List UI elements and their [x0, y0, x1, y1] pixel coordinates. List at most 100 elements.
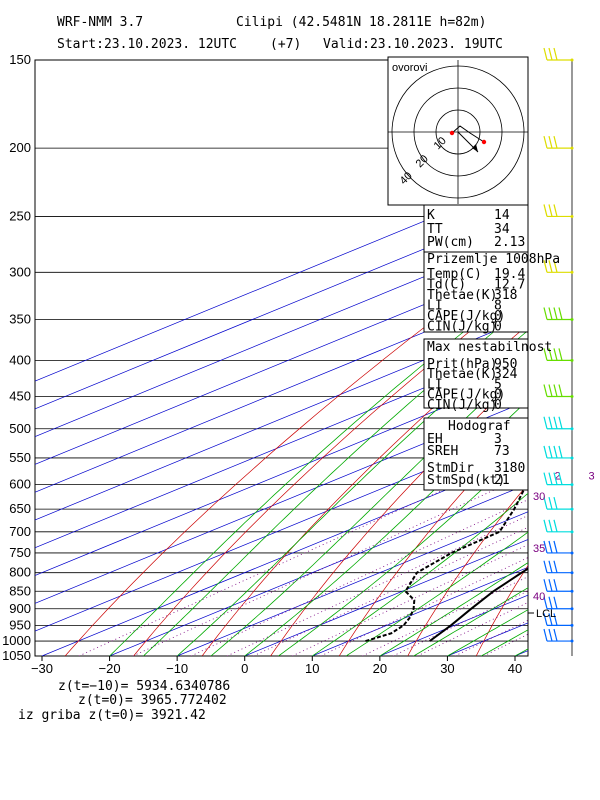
isotherm-50	[583, 60, 600, 656]
temp-tick-label: −10	[166, 661, 188, 676]
dry-adiabat	[270, 369, 528, 656]
moist-adiabat	[413, 587, 528, 656]
mixing-ratio-line	[320, 557, 528, 656]
isotherm--110	[35, 233, 528, 438]
moist-adiabat	[447, 609, 528, 656]
pressure-axis: 150 200 250 300 350 400 450 500 550 600 650 700 750 8…	[2, 52, 31, 663]
wind-barb-450	[543, 384, 574, 398]
wind-barb-750	[543, 540, 574, 555]
pressure-tick-label: 700	[9, 524, 31, 539]
row-label: Thetae(K)	[427, 367, 497, 382]
tt-value: 34	[494, 222, 510, 237]
moist-adiabat	[244, 399, 528, 656]
row-label: CAPE(J/kg)	[427, 309, 505, 324]
wind-barb-850	[543, 579, 574, 593]
pressure-tick-label: 750	[9, 545, 31, 560]
pw-label: PW(cm)	[427, 235, 474, 250]
hodograph-panel: ovorovi 10 20 40	[387, 56, 529, 206]
row-value: 19.4	[494, 267, 525, 282]
row-value: 3180	[494, 461, 525, 476]
temp-tick-label: 20	[373, 661, 387, 676]
isotherm--40	[35, 428, 528, 632]
wind-barb-300	[543, 260, 574, 274]
wind-barb-400	[543, 348, 574, 362]
surface-panel-frame	[423, 251, 529, 333]
wind-barb-700	[543, 519, 574, 534]
instab-panel-title: Max nestabilnost	[427, 340, 552, 355]
profiles	[365, 482, 528, 643]
pressure-tick-label: 350	[9, 312, 31, 327]
right-label-40: 40	[533, 591, 545, 603]
row-value: 73	[494, 444, 510, 459]
row-value: 0	[494, 398, 502, 413]
pressure-tick-label: 900	[9, 601, 31, 616]
wind-barb-900	[543, 596, 574, 611]
row-label: CAPE(J/kg)	[427, 388, 505, 403]
temp-tick-label: −20	[99, 661, 121, 676]
temp-tick-label: 10	[305, 661, 319, 676]
row-label: SREH	[427, 444, 458, 459]
pressure-tick-label: 500	[9, 421, 31, 436]
isotherm--90	[35, 289, 528, 493]
indices-frame	[423, 204, 529, 253]
row-value: 21	[494, 473, 510, 488]
hodo-point-low	[449, 130, 455, 136]
hodo-trace	[451, 125, 485, 143]
row-label: CIN(J/kg)	[427, 320, 497, 335]
right-label-30: 30	[533, 491, 545, 503]
pressure-tick-label: 150	[9, 52, 31, 67]
tt-label: TT	[427, 222, 443, 237]
row-label: LI	[427, 299, 443, 314]
isotherm--130	[35, 178, 528, 382]
valid-time: Valid:23.10.2023. 19UTC	[323, 37, 503, 52]
mixing-ratio-label: 3	[588, 471, 594, 483]
lcl-label: LCL	[536, 608, 556, 620]
isotherm--20	[109, 483, 528, 656]
dry-adiabat	[201, 324, 528, 656]
isotherm-0	[244, 539, 528, 656]
temperature-axis: −30 −20 −10 0 10 20 30 40	[31, 656, 522, 676]
wind-barb-950	[543, 613, 574, 627]
row-label: StmDir	[427, 461, 474, 476]
wind-barb-800	[543, 560, 574, 575]
footer-line-2: z(t=0)= 3965.772402	[78, 693, 227, 708]
pressure-tick-label: 1000	[2, 633, 31, 648]
dry-adiabat	[475, 564, 528, 656]
moist-adiabat	[312, 492, 528, 656]
wind-barb-150	[543, 47, 574, 62]
pw-value: 2.13	[494, 235, 525, 250]
start-time: Start:23.10.2023. 12UTC	[57, 37, 237, 52]
isotherm--10	[177, 511, 528, 656]
k-value: 14	[494, 208, 510, 223]
max-instability-panel: Max nestabilnost Prit(hPa)950Thetae(K)324…	[423, 338, 552, 413]
row-value: 0	[494, 309, 502, 324]
hodo-title: ovorovi	[392, 62, 427, 74]
row-label: LI	[427, 377, 443, 392]
row-value: 8	[494, 299, 502, 314]
row-label: Prit(hPa)	[427, 357, 497, 372]
pressure-tick-label: 250	[9, 208, 31, 223]
row-label: Td(C)	[427, 278, 466, 293]
pressure-tick-label: 600	[9, 477, 31, 492]
pressure-tick-label: 800	[9, 565, 31, 580]
wind-barb-1000	[543, 628, 574, 643]
wind-barb-200	[543, 135, 574, 150]
model-title: WRF-NMM 3.7	[57, 15, 143, 30]
row-value: 324	[494, 367, 518, 382]
surface-panel-title: Prizemlje 1008hPa	[427, 252, 560, 267]
row-value: 0	[494, 388, 502, 403]
dry-adiabat	[133, 284, 528, 656]
row-value: 12.7	[494, 278, 525, 293]
row-label: EH	[427, 432, 443, 447]
pressure-tick-label: 450	[9, 388, 31, 403]
hodograf-title: Hodograf	[448, 419, 511, 434]
isotherm--100	[35, 261, 528, 465]
instab-panel-frame	[423, 338, 529, 409]
moist-adiabat	[345, 531, 528, 656]
pressure-tick-label: 300	[9, 264, 31, 279]
row-value: 950	[494, 357, 517, 372]
isotherm--120	[35, 205, 528, 410]
k-label: K	[427, 208, 435, 223]
